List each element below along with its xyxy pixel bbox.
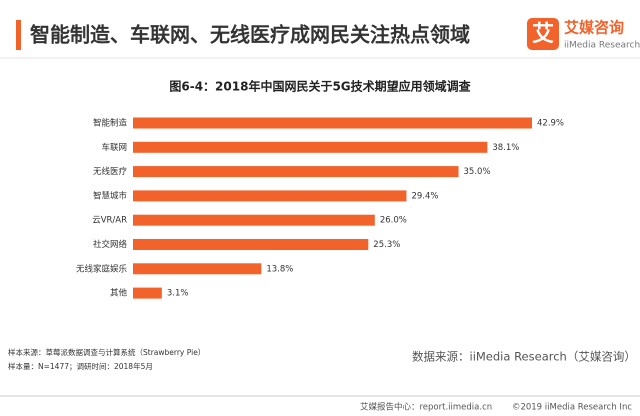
category-label: 智能制造 xyxy=(93,118,128,129)
bar xyxy=(133,166,459,178)
accent-bar xyxy=(16,20,21,50)
value-label: 42.9% xyxy=(537,119,564,129)
category-label: 无线家庭娱乐 xyxy=(76,263,128,274)
value-label: 29.4% xyxy=(411,191,438,201)
bar xyxy=(133,214,375,226)
sample-size: 样本量：N=1477；调研时间：2018年5月 xyxy=(8,361,153,371)
category-label: 云VR/AR xyxy=(92,216,127,226)
value-label: 25.3% xyxy=(373,240,400,250)
chart-title: 图6-4：2018年中国网民关于5G技术期望应用领域调查 xyxy=(169,79,471,94)
bar xyxy=(133,117,532,129)
category-label: 无线医疗 xyxy=(93,166,128,177)
bar xyxy=(133,263,262,275)
value-label: 3.1% xyxy=(167,289,189,299)
bar xyxy=(133,141,488,153)
page-title: 智能制造、车联网、无线医疗成网民关注热点领域 xyxy=(30,23,470,47)
data-source: 数据来源：iiMedia Research（艾媒咨询） xyxy=(412,350,636,364)
value-label: 13.8% xyxy=(266,264,293,274)
bar xyxy=(133,239,369,250)
value-label: 26.0% xyxy=(380,216,407,226)
logo-sub: iiMedia Research xyxy=(564,41,640,51)
plot: 智能制造 42.9% 车联网 38.1% 无线医疗 35.0% 智慧城市 29.4% 云VR/A… xyxy=(76,117,564,299)
category-label: 其他 xyxy=(110,288,128,299)
sample-source: 样本来源：草莓派数据调查与计算系统（Strawberry Pie） xyxy=(8,347,205,357)
logo-name: 艾媒咨询 xyxy=(564,19,624,37)
category-label: 智慧城市 xyxy=(93,190,128,201)
bar xyxy=(133,190,407,202)
category-label: 社交网络 xyxy=(93,239,128,250)
bar xyxy=(133,287,162,299)
logo-mark: 艾 xyxy=(532,22,554,47)
value-label: 35.0% xyxy=(464,167,491,177)
logo-mark-bg xyxy=(527,18,559,50)
footer-right: ©2019 iiMedia Research Inc xyxy=(512,403,632,413)
category-label: 车联网 xyxy=(101,142,127,153)
footer-left: 艾媒报告中心：report.iimedia.cn xyxy=(360,402,492,413)
value-label: 38.1% xyxy=(492,143,519,153)
